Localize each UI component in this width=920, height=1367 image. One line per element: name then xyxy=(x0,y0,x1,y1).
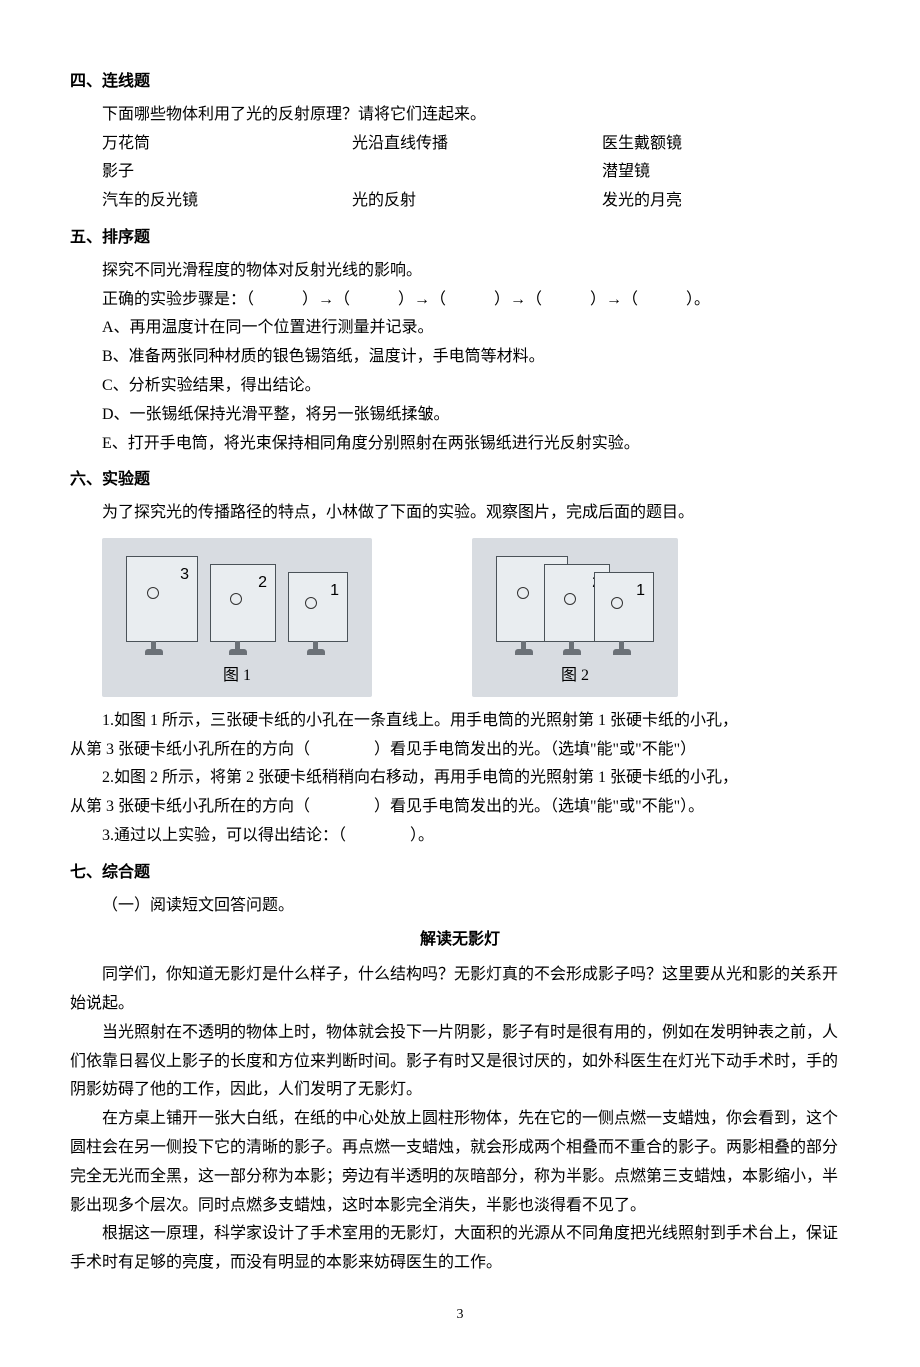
fig1-card-3: 3 xyxy=(126,556,198,642)
match-right-1: 医生戴额镜 xyxy=(602,130,802,159)
s6-q3: 3.通过以上实验，可以得出结论：（ ）。 xyxy=(70,822,850,851)
s5-instruction: 探究不同光滑程度的物体对反射光线的影响。 xyxy=(70,257,850,286)
s5-opt-a: A、再用温度计在同一个位置进行测量并记录。 xyxy=(70,314,850,343)
match-row-3: 汽车的反光镜 光的反射 发光的月亮 xyxy=(70,187,850,216)
s6-q2-a: 2.如图 2 所示，将第 2 张硬卡纸稍稍向右移动，再用手电筒的光照射第 1 张… xyxy=(70,764,850,793)
s5-opt-d: D、一张锡纸保持光滑平整，将另一张锡纸揉皱。 xyxy=(70,401,850,430)
match-row-1: 万花筒 光沿直线传播 医生戴额镜 xyxy=(70,130,850,159)
s5-steps-line: 正确的实验步骤是：（ ）→（ ）→（ ）→（ ）→（ ）。 xyxy=(70,286,850,315)
section-5-title: 五、排序题 xyxy=(70,224,850,253)
figure-1-diagram: 3 2 1 图 1 xyxy=(102,538,372,697)
figure-1: 3 2 1 图 1 xyxy=(102,538,372,697)
s7-p1: 同学们，你知道无影灯是什么样子，什么结构吗？无影灯真的不会形成影子吗？这里要从光… xyxy=(70,961,850,1019)
match-right-3: 发光的月亮 xyxy=(602,187,802,216)
section-7-title: 七、综合题 xyxy=(70,859,850,888)
figure-2: 3 2 1 图 2 xyxy=(472,538,678,697)
fig1-caption: 图 1 xyxy=(126,662,348,691)
fig2-num-1: 1 xyxy=(636,577,645,606)
s7-heading: 解读无影灯 xyxy=(70,926,850,955)
figure-2-diagram: 3 2 1 图 2 xyxy=(472,538,678,697)
figures-row: 3 2 1 图 1 3 xyxy=(70,528,850,707)
section-4-title: 四、连线题 xyxy=(70,68,850,97)
s6-q1-a: 1.如图 1 所示，三张硬卡纸的小孔在一条直线上。用手电筒的光照射第 1 张硬卡… xyxy=(70,707,850,736)
fig1-num-1: 1 xyxy=(330,577,339,606)
s5-opt-c: C、分析实验结果，得出结论。 xyxy=(70,372,850,401)
match-right-2: 潜望镜 xyxy=(602,158,802,187)
fig1-num-2: 2 xyxy=(258,569,267,598)
s5-opt-e: E、打开手电筒，将光束保持相同角度分别照射在两张锡纸进行光反射实验。 xyxy=(70,430,850,459)
match-mid-1: 光沿直线传播 xyxy=(352,130,602,159)
fig1-card-2: 2 xyxy=(210,564,276,642)
match-mid-2 xyxy=(352,158,602,187)
match-mid-3: 光的反射 xyxy=(352,187,602,216)
section-6-title: 六、实验题 xyxy=(70,466,850,495)
s7-p2: 当光照射在不透明的物体上时，物体就会投下一片阴影，影子有时是很有用的，例如在发明… xyxy=(70,1019,850,1105)
s5-opt-b: B、准备两张同种材质的银色锡箔纸，温度计，手电筒等材料。 xyxy=(70,343,850,372)
fig1-num-3: 3 xyxy=(180,561,189,590)
s7-p4: 根据这一原理，科学家设计了手术室用的无影灯，大面积的光源从不同角度把光线照射到手… xyxy=(70,1220,850,1278)
page-number: 3 xyxy=(70,1302,850,1327)
match-left-2: 影子 xyxy=(102,158,352,187)
fig2-card-1: 1 xyxy=(594,572,654,642)
s4-instruction: 下面哪些物体利用了光的反射原理？请将它们连起来。 xyxy=(70,101,850,130)
s6-instruction: 为了探究光的传播路径的特点，小林做了下面的实验。观察图片，完成后面的题目。 xyxy=(70,499,850,528)
s6-q2-b: 从第 3 张硬卡纸小孔所在的方向（ ）看见手电筒发出的光。（选填"能"或"不能"… xyxy=(70,793,850,822)
match-left-1: 万花筒 xyxy=(102,130,352,159)
s7-p3: 在方桌上铺开一张大白纸，在纸的中心处放上圆柱形物体，先在它的一侧点燃一支蜡烛，你… xyxy=(70,1105,850,1220)
match-left-3: 汽车的反光镜 xyxy=(102,187,352,216)
fig1-card-1: 1 xyxy=(288,572,348,642)
s7-subtitle: （一）阅读短文回答问题。 xyxy=(70,892,850,921)
match-row-2: 影子 潜望镜 xyxy=(70,158,850,187)
fig2-caption: 图 2 xyxy=(496,662,654,691)
s6-q1-b: 从第 3 张硬卡纸小孔所在的方向（ ）看见手电筒发出的光。（选填"能"或"不能"… xyxy=(70,736,850,765)
